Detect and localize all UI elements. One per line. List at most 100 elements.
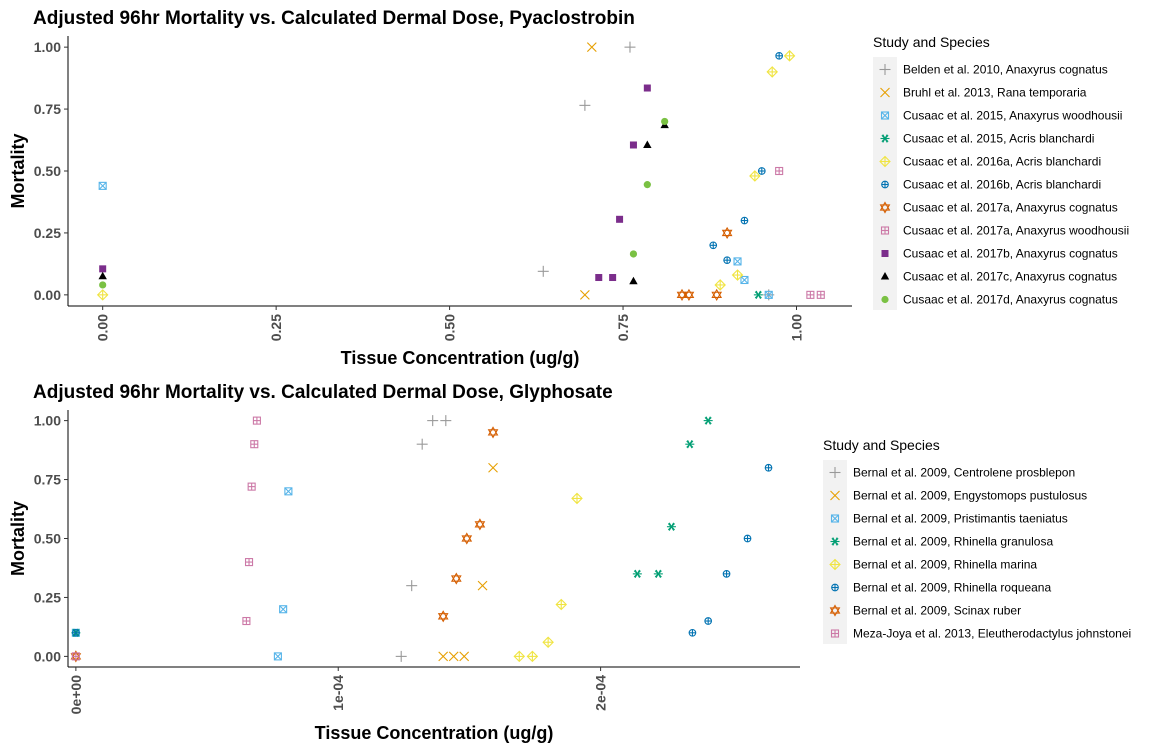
data-point: [609, 274, 617, 282]
legend-key: [880, 87, 890, 98]
legend-key: [829, 558, 841, 571]
legend-key: [879, 201, 891, 214]
data-point: [749, 170, 761, 182]
y-axis-label: Mortality: [8, 133, 28, 208]
legend-key: [880, 272, 890, 280]
data-points: [96, 41, 825, 301]
data-point: [416, 438, 428, 450]
data-point: [71, 652, 80, 661]
legend-item-label: Cusaac et al. 2015, Anaxyrus woodhousii: [903, 109, 1122, 123]
y-tick-label: 0.25: [34, 589, 61, 605]
legend-key: [829, 467, 841, 478]
data-point: [653, 569, 663, 579]
legend-item-label: Bernal et al. 2009, Centrolene prosblepo…: [853, 466, 1075, 480]
data-point: [437, 610, 449, 623]
legend-item-label: Cusaac et al. 2015, Acris blanchardi: [903, 132, 1094, 146]
x-axis-label: Tissue Concentration (ug/g): [315, 723, 554, 743]
data-point: [714, 279, 726, 291]
data-point: [252, 416, 261, 425]
data-point: [440, 415, 452, 427]
data-points: [70, 415, 773, 663]
legend-item-label: Cusaac et al. 2017c, Anaxyrus cognatus: [903, 270, 1117, 284]
data-point: [688, 628, 697, 637]
data-point: [284, 487, 293, 496]
data-point: [438, 651, 449, 662]
data-point: [643, 84, 651, 92]
legend-key: [879, 155, 891, 168]
data-point: [279, 605, 288, 614]
legend-key: [831, 583, 839, 592]
data-point: [629, 141, 637, 149]
data-point: [643, 181, 651, 189]
legend-item-label: Bruhl et al. 2013, Rana temporaria: [903, 86, 1087, 100]
data-point: [98, 181, 107, 190]
data-point: [595, 274, 603, 282]
data-point: [448, 651, 459, 662]
data-point: [764, 290, 773, 299]
legend-item-label: Bernal et al. 2009, Rhinella granulosa: [853, 535, 1053, 549]
legend-item-label: Meza-Joya et al. 2013, Eleutherodactylus…: [853, 627, 1131, 641]
data-point: [703, 416, 713, 425]
legend: Study and Species Belden et al. 2010, Ana…: [873, 34, 1129, 310]
legend: Study and Species Bernal et al. 2009, Cen…: [823, 437, 1131, 644]
x-tick-label: 1e-04: [330, 675, 346, 711]
data-point: [586, 42, 597, 53]
data-point: [753, 290, 763, 300]
legend-item-label: Cusaac et al. 2016b, Acris blanchardi: [903, 178, 1101, 192]
data-point: [731, 269, 744, 281]
y-tick-label: 0.75: [34, 472, 61, 488]
data-point: [783, 50, 796, 62]
data-point: [487, 426, 499, 439]
y-tick-label: 1.00: [34, 39, 61, 55]
legend-key: [830, 629, 840, 638]
y-tick-label: 0.75: [34, 101, 61, 117]
data-point: [450, 572, 462, 585]
legend-key: [881, 295, 889, 304]
legend-key: [880, 134, 890, 143]
data-point: [676, 288, 688, 301]
data-point: [722, 570, 731, 578]
data-point: [632, 569, 642, 579]
data-point: [542, 636, 554, 649]
data-point: [775, 51, 784, 60]
legend-key: [880, 111, 890, 120]
legend-item-label: Cusaac et al. 2017a, Anaxyrus cognatus: [903, 201, 1118, 215]
data-point: [579, 289, 590, 300]
legend-item-label: Belden et al. 2010, Anaxyrus cognatus: [903, 63, 1108, 77]
legend-item-label: Bernal et al. 2009, Engystomops pustulos…: [853, 489, 1087, 503]
legend-item-label: Bernal et al. 2009, Pristimantis taeniat…: [853, 512, 1068, 526]
data-point: [474, 518, 486, 531]
y-tick-label: 0.50: [34, 531, 61, 547]
legend-item-label: Cusaac et al. 2016a, Acris blanchardi: [903, 155, 1101, 169]
legend-item-label: Cusaac et al. 2017b, Anaxyrus cognatus: [903, 247, 1118, 261]
data-point: [733, 257, 742, 266]
data-point: [721, 226, 733, 240]
data-point: [740, 275, 749, 285]
legend-key: [830, 537, 840, 546]
y-tick-label: 0.25: [34, 225, 61, 241]
x-tick-label: 0.50: [442, 314, 458, 341]
data-point: [513, 650, 526, 663]
data-point: [743, 534, 752, 543]
x-tick-label: 0e+00: [68, 675, 84, 715]
legend-item-label: Bernal et al. 2009, Rhinella marina: [853, 558, 1037, 572]
data-point: [395, 650, 407, 662]
y-tick-label: 0.00: [34, 648, 61, 664]
data-point: [99, 265, 107, 273]
data-point: [250, 440, 259, 449]
data-point: [711, 288, 723, 301]
data-point: [526, 650, 539, 663]
data-point: [766, 66, 778, 78]
chart-title: Adjusted 96hr Mortality vs. Calculated D…: [33, 382, 613, 403]
data-point: [806, 290, 815, 299]
data-point: [709, 241, 718, 250]
data-point: [757, 167, 766, 175]
y-axis-label: Mortality: [8, 501, 28, 576]
data-point: [537, 265, 549, 277]
legend-item-label: Bernal et al. 2009, Scinax ruber: [853, 604, 1021, 618]
data-point: [579, 99, 591, 111]
data-point: [488, 462, 498, 473]
data-point: [247, 482, 256, 491]
data-point: [98, 271, 107, 280]
